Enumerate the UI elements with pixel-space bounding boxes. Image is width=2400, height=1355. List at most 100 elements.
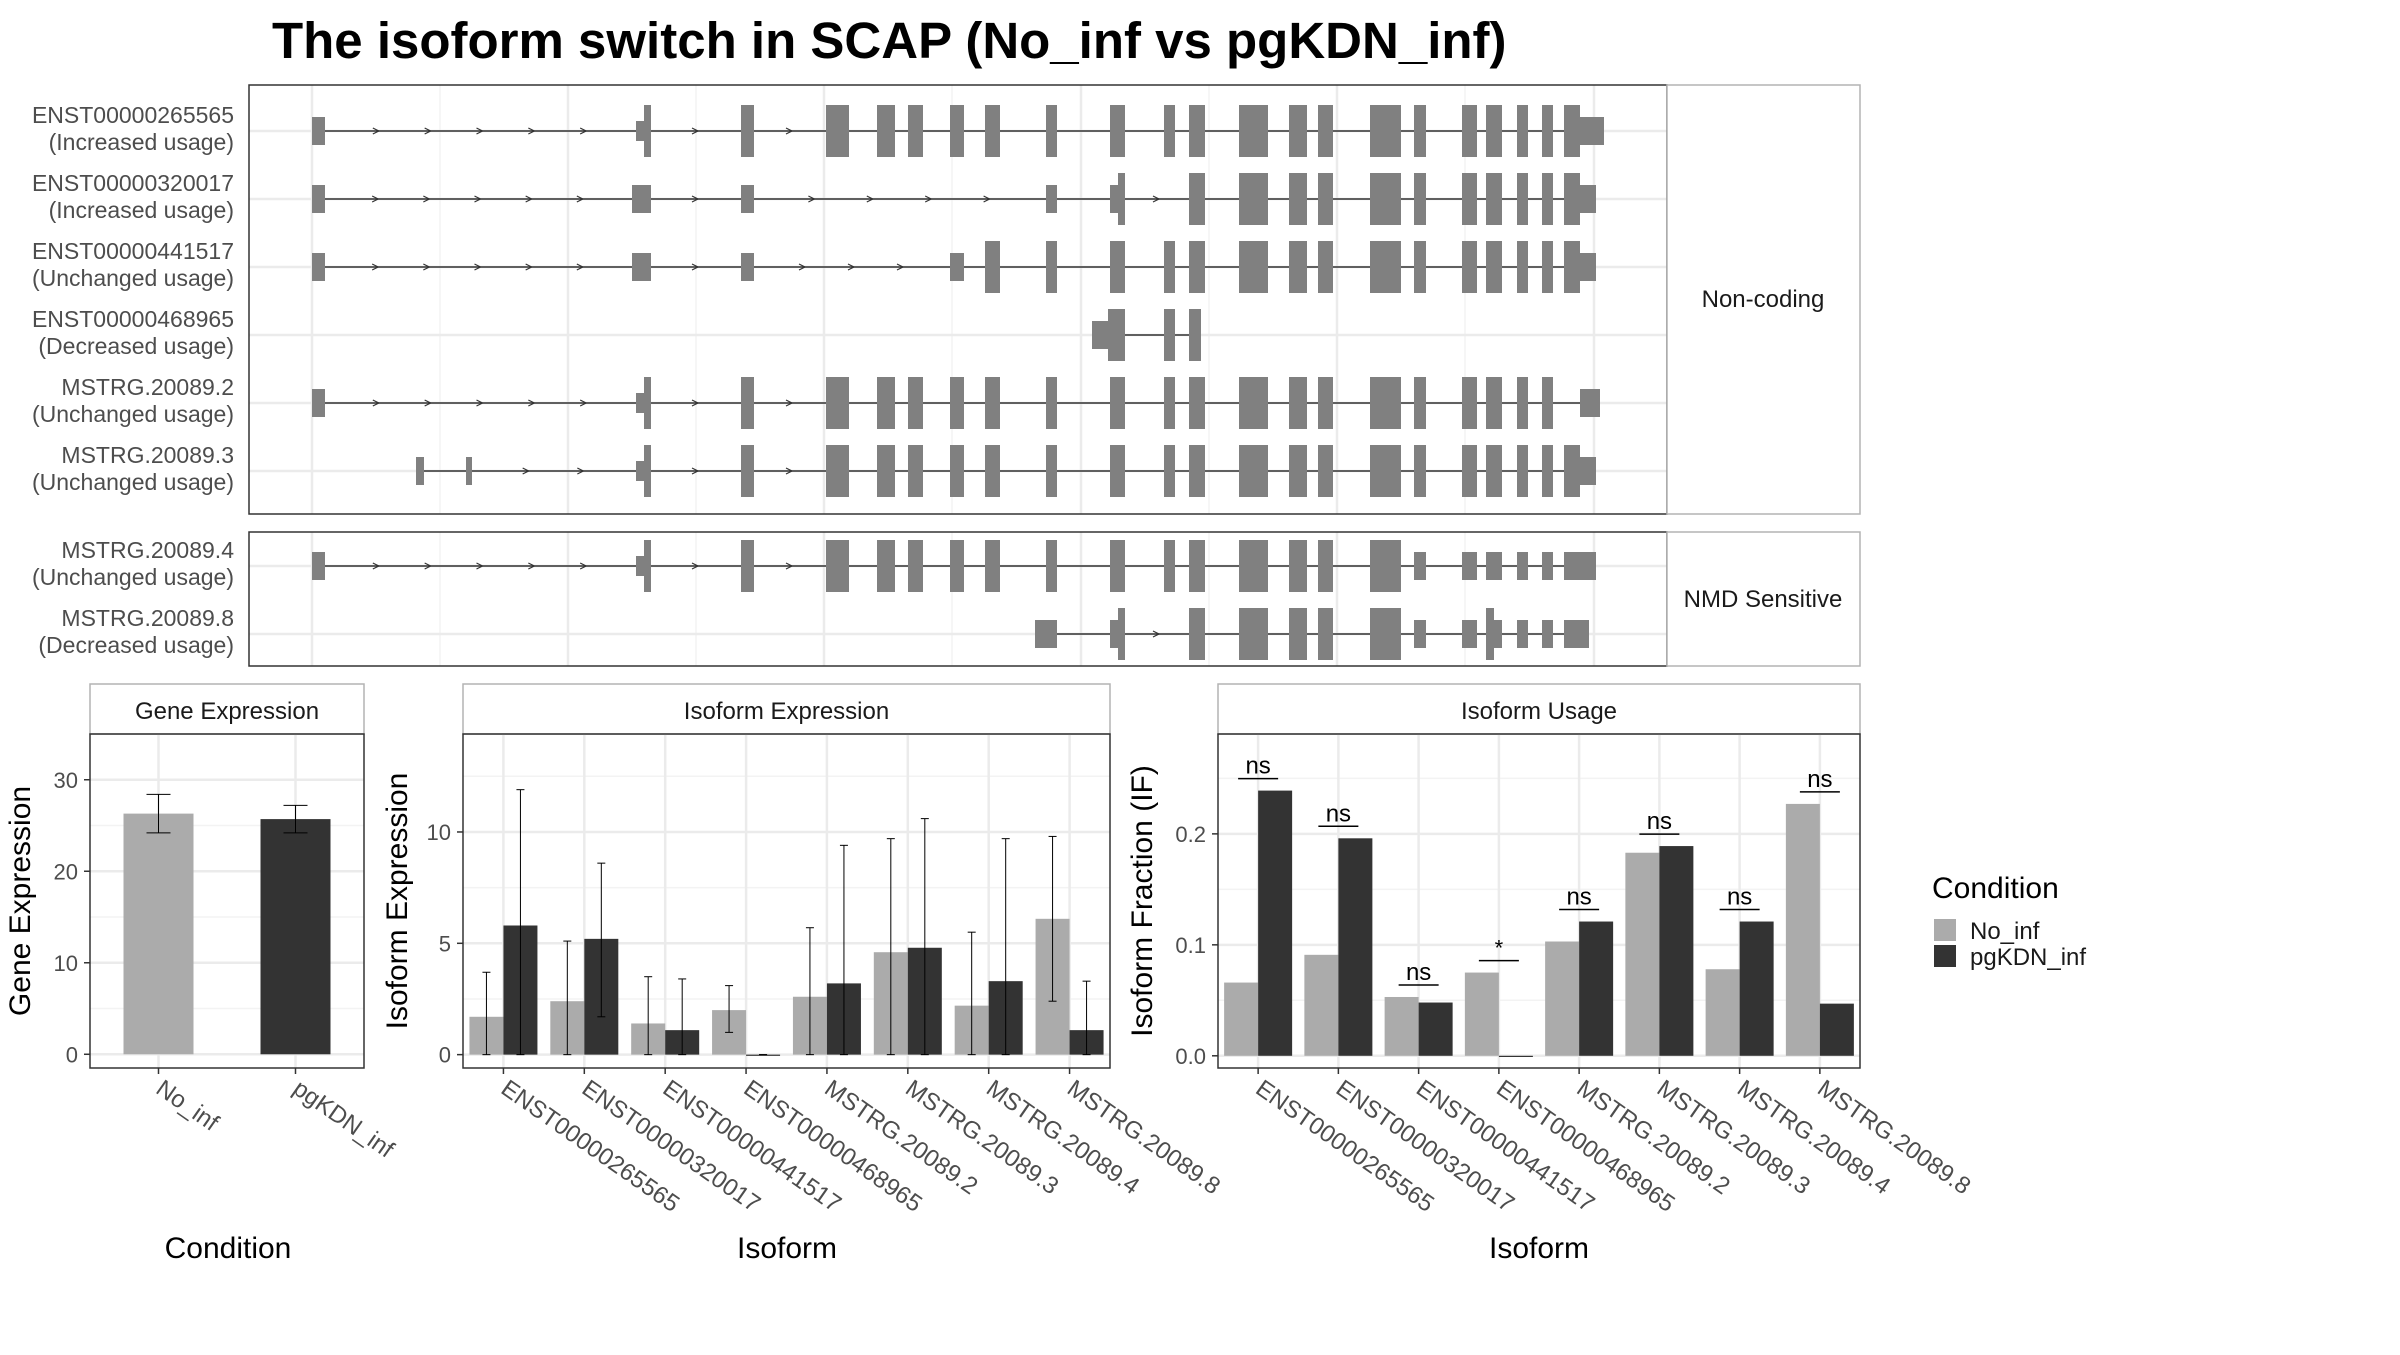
exon [950,540,964,592]
intron-arrow [785,467,794,475]
intron-arrow [577,467,585,475]
significance-label: ns [1326,800,1351,827]
exon [312,552,325,580]
panel-strip [462,683,1111,735]
exon [466,457,472,485]
exon [1289,173,1307,225]
exon [1564,241,1580,293]
exon [1462,105,1477,157]
exon [1414,552,1426,580]
exon [1239,445,1268,497]
bar [1258,790,1293,1056]
exon [644,105,651,157]
exon [1517,445,1528,497]
exon [1046,185,1057,213]
intron-arrow [423,195,431,203]
exon [741,540,754,592]
intron-arrow [371,263,380,271]
transcript-name: MSTRG.20089.2 [61,374,234,400]
exon [1517,620,1528,648]
legend-key-no-inf [1934,919,1956,941]
exon [877,540,895,592]
exon [908,540,923,592]
exon [1110,185,1118,213]
exon [1118,173,1125,225]
exon [416,457,424,485]
exon [644,377,651,429]
exon [1517,552,1528,580]
bar [1625,852,1660,1056]
transcript-usage: (Increased usage) [49,129,234,155]
exon [1564,552,1596,580]
exon [1318,173,1333,225]
panel-strip-label: Gene Expression [135,698,319,725]
transcript-model [312,105,1604,157]
transcript-usage: (Decreased usage) [38,333,234,359]
transcript-model [312,377,1600,429]
exon [877,445,895,497]
facet-strip-label: Non-coding [1702,286,1825,313]
bar [1819,1003,1854,1056]
facet-strip [1666,531,1861,667]
intron-arrow [1152,630,1161,638]
exon [950,105,964,157]
significance-label: ns [1807,766,1832,793]
exon [1108,309,1125,361]
exon [1486,608,1494,660]
intron-arrow [896,263,905,271]
exon [1189,309,1201,361]
bar [1545,941,1580,1056]
exon [636,556,644,576]
legend-label-no-inf: No_inf [1970,918,2040,945]
exon [1564,445,1580,497]
exon [1462,377,1477,429]
intron-arrow [691,399,700,407]
exon [1110,620,1118,648]
exon [1370,445,1401,497]
exon [1189,105,1205,157]
panel-strip [1217,683,1861,735]
exon [1239,377,1268,429]
exon [1164,241,1175,293]
structure-facet-non-coding: Non-coding ENST00000265565(Increased usa… [32,84,1861,515]
exon [1414,105,1426,157]
exon [636,393,644,413]
transcript-name: ENST00000320017 [32,170,234,196]
exon [1414,620,1426,648]
bar [1579,921,1614,1056]
transcript-name: MSTRG.20089.8 [61,605,234,631]
transcript-usage: (Unchanged usage) [32,564,234,590]
x-tick-label: pgKDN_inf [288,1075,399,1164]
significance-label: ns [1245,753,1270,780]
facet-strip [1666,84,1861,515]
exon [1289,377,1307,429]
y-tick-label: 0.1 [1175,933,1206,958]
exon [1164,105,1175,157]
panel-border [462,733,1111,1069]
intron-arrow [785,127,794,135]
intron-arrow [808,195,816,203]
bar [1304,954,1339,1056]
transcript-usage: (Increased usage) [49,197,234,223]
bar [1498,1055,1533,1057]
exon [1046,241,1057,293]
bar [1705,969,1740,1056]
exon [1370,241,1401,293]
exon [1318,445,1333,497]
exon [1318,377,1333,429]
exon [950,377,964,429]
intron-arrow [579,127,588,135]
exon [1462,552,1477,580]
exon [1110,377,1125,429]
exon [1486,173,1502,225]
exon [1318,608,1333,660]
bar [1224,982,1259,1056]
exon [1239,540,1268,592]
structure-facet-labels: MSTRG.20089.4(Unchanged usage) MSTRG.2008… [32,537,234,658]
exon [1289,105,1307,157]
bar [1739,921,1774,1056]
y-tick-label: 0 [66,1042,78,1067]
exon [1462,620,1477,648]
intron-arrow [691,127,700,135]
